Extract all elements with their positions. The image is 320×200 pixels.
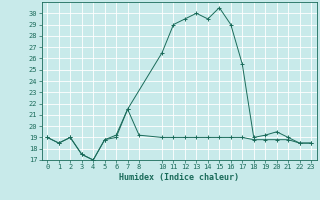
- X-axis label: Humidex (Indice chaleur): Humidex (Indice chaleur): [119, 173, 239, 182]
